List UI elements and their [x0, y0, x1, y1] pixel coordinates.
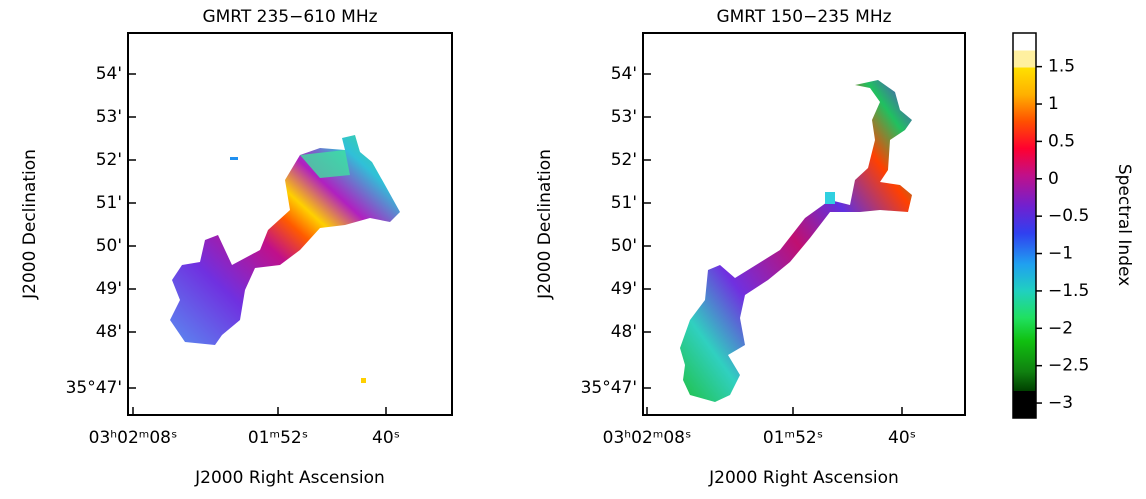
x-tick-label: 40ˢ	[372, 428, 400, 448]
y-tick-label: 35°47'	[581, 378, 637, 398]
x-tick-label: 40ˢ	[888, 428, 916, 448]
colorbar-tick-label: −1.5	[1048, 281, 1089, 301]
colorbar-tick-label: −3	[1048, 393, 1073, 413]
colorbar	[1012, 32, 1037, 419]
colorbar-tick-label: −1	[1048, 244, 1073, 264]
y-axis-label: J2000 Declination	[535, 149, 555, 300]
y-tick-label: 50'	[611, 236, 637, 256]
y-tick-label: 53'	[96, 107, 122, 127]
plot-frame	[127, 32, 453, 416]
x-axis-label: J2000 Right Ascension	[194, 468, 385, 488]
y-tick-label: 52'	[96, 150, 122, 170]
x-axis-label: J2000 Right Ascension	[708, 468, 899, 488]
map-speck	[230, 157, 238, 160]
map-patch	[825, 192, 835, 204]
y-tick-label: 48'	[611, 322, 637, 342]
y-tick-label: 35°47'	[66, 378, 122, 398]
map-speck	[361, 378, 366, 383]
colorbar-tick-label: −2.5	[1048, 356, 1089, 376]
colorbar-tick-label: −0.5	[1048, 206, 1089, 226]
x-tick-label: 03ʰ02ᵐ08ˢ	[603, 428, 692, 448]
plot-frame	[642, 32, 966, 416]
x-tick-label: 03ʰ02ᵐ08ˢ	[89, 428, 178, 448]
spectral-map	[170, 135, 400, 345]
y-axis-label: J2000 Declination	[20, 149, 40, 300]
colorbar-tick-label: 1.5	[1048, 57, 1075, 77]
y-tick-label: 48'	[96, 322, 122, 342]
y-tick-label: 51'	[96, 193, 122, 213]
map-patch	[300, 150, 350, 178]
y-tick-label: 54'	[96, 64, 122, 84]
y-tick-label: 49'	[611, 279, 637, 299]
panel-title: GMRT 235−610 MHz	[202, 7, 377, 27]
colorbar-tick-label: 0.5	[1048, 131, 1075, 151]
x-tick-label: 01ᵐ52ˢ	[763, 428, 823, 448]
colorbar-tick-label: 1	[1048, 94, 1059, 114]
spectral-map	[680, 80, 912, 402]
colorbar-tick-label: 0	[1048, 169, 1059, 189]
y-tick-label: 49'	[96, 279, 122, 299]
x-tick-label: 01ᵐ52ˢ	[248, 428, 308, 448]
y-tick-label: 53'	[611, 107, 637, 127]
y-tick-label: 52'	[611, 150, 637, 170]
colorbar-tick-label: −2	[1048, 318, 1073, 338]
colorbar-label: Spectral Index	[1114, 164, 1134, 286]
y-tick-label: 50'	[96, 236, 122, 256]
panel-title: GMRT 150−235 MHz	[716, 7, 891, 27]
y-tick-label: 54'	[611, 64, 637, 84]
y-tick-label: 51'	[611, 193, 637, 213]
